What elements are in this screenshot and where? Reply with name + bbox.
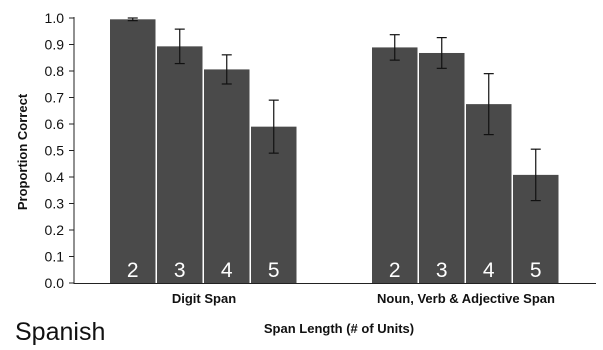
y-tick-label: 0.2 <box>45 222 65 238</box>
y-tick-label: 1.0 <box>45 10 65 26</box>
bar-label: 4 <box>221 259 233 282</box>
bar <box>419 52 465 284</box>
y-tick-label: 0.8 <box>45 63 65 79</box>
y-tick-label: 0.6 <box>45 116 65 132</box>
axes: 0.0 0.1 0.2 0.3 0.4 0.5 0.6 0.7 0.8 0.9 1.0 <box>45 10 596 291</box>
bar-label: 2 <box>127 259 139 282</box>
y-tick-label: 0.3 <box>45 196 65 212</box>
y-tick-label: 0.0 <box>45 275 65 291</box>
bar-label: 5 <box>268 259 280 282</box>
bar <box>157 46 203 284</box>
y-tick-label: 0.5 <box>45 143 65 159</box>
bar-label: 4 <box>483 259 495 282</box>
y-tick-label: 0.7 <box>45 90 65 106</box>
group-label: Noun, Verb & Adjective Span <box>377 291 555 306</box>
bars <box>110 17 559 284</box>
labels: 2 3 4 5 Digit Span 2 3 4 5 Noun, Verb & Adjective… <box>127 259 555 306</box>
language-label: Spanish <box>15 318 106 346</box>
bar-label: 3 <box>436 259 448 282</box>
y-axis-title: Proportion Correct <box>15 93 30 210</box>
x-axis-title: Span Length (# of Units) <box>264 321 414 336</box>
y-tick-label: 0.4 <box>45 169 65 185</box>
y-tick-label: 0.9 <box>45 37 65 53</box>
bar <box>204 69 250 283</box>
y-tick-label: 0.1 <box>45 249 65 265</box>
bar <box>372 47 418 283</box>
group-label: Digit Span <box>172 291 236 306</box>
bar-label: 2 <box>389 259 401 282</box>
bar-label: 3 <box>174 259 186 282</box>
bar <box>110 19 156 283</box>
bar-label: 5 <box>530 259 542 282</box>
